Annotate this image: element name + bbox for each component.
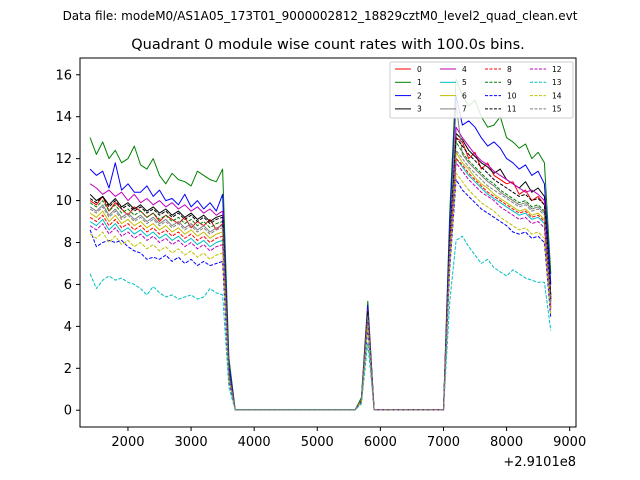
legend-label-13: 13 (552, 78, 562, 87)
y-tick-label: 12 (55, 152, 72, 167)
y-tick-label: 2 (64, 362, 72, 377)
x-tick-label: 8000 (490, 435, 523, 450)
y-tick-label: 10 (55, 194, 72, 209)
y-tick-label: 4 (64, 320, 72, 335)
plot-frame (79, 57, 577, 428)
x-tick-label: 3000 (175, 435, 208, 450)
series-line-12 (89, 162, 552, 411)
x-tick-label: 2000 (111, 435, 144, 450)
legend-label-2: 2 (417, 91, 422, 100)
y-tick-label: 6 (64, 278, 72, 293)
chart-suptitle: Data file: modeM0/AS1A05_173T01_90000028… (63, 9, 578, 23)
y-tick-label: 14 (55, 110, 72, 125)
x-tick-label: 5000 (301, 435, 334, 450)
x-offset-label: +2.9101e8 (503, 455, 576, 470)
series-line-9 (89, 141, 552, 411)
series-line-2 (89, 95, 552, 411)
legend-label-4: 4 (462, 65, 467, 74)
tick-layer: 2000 3000 4000 5000 6000 7000 8000 900002468101… (55, 68, 586, 450)
legend-box (389, 61, 574, 119)
legend-label-6: 6 (462, 91, 467, 100)
legend-label-12: 12 (552, 65, 562, 74)
legend-label-14: 14 (552, 91, 562, 100)
x-tick-label: 7000 (427, 435, 460, 450)
series-line-11 (89, 137, 552, 411)
x-tick-label: 9000 (553, 435, 586, 450)
legend-label-1: 1 (417, 78, 422, 87)
x-tick-label: 6000 (364, 435, 397, 450)
chart-title: Quadrant 0 module wise count rates with … (131, 37, 525, 53)
legend-label-3: 3 (417, 105, 422, 114)
series-line-13 (89, 235, 552, 411)
legend-label-8: 8 (507, 65, 512, 74)
series-line-10 (89, 179, 552, 411)
y-tick-label: 0 (64, 404, 72, 419)
y-tick-label: 16 (55, 68, 72, 83)
legend-label-5: 5 (462, 78, 467, 87)
series-line-0 (89, 137, 552, 411)
legend-label-0: 0 (417, 65, 422, 74)
series-line-8 (89, 158, 552, 411)
legend-label-9: 9 (507, 78, 512, 87)
y-tick-label: 8 (64, 236, 72, 251)
series-line-5 (89, 158, 552, 411)
series-line-4 (89, 126, 552, 411)
legend-label-7: 7 (462, 105, 467, 114)
series-line-7 (89, 103, 552, 411)
series-line-15 (89, 149, 552, 411)
series-line-1 (89, 78, 552, 411)
legend-label-10: 10 (507, 91, 517, 100)
legend-label-11: 11 (507, 105, 517, 114)
legend-label-15: 15 (552, 105, 562, 114)
x-tick-label: 4000 (238, 435, 271, 450)
series-layer (89, 78, 552, 411)
